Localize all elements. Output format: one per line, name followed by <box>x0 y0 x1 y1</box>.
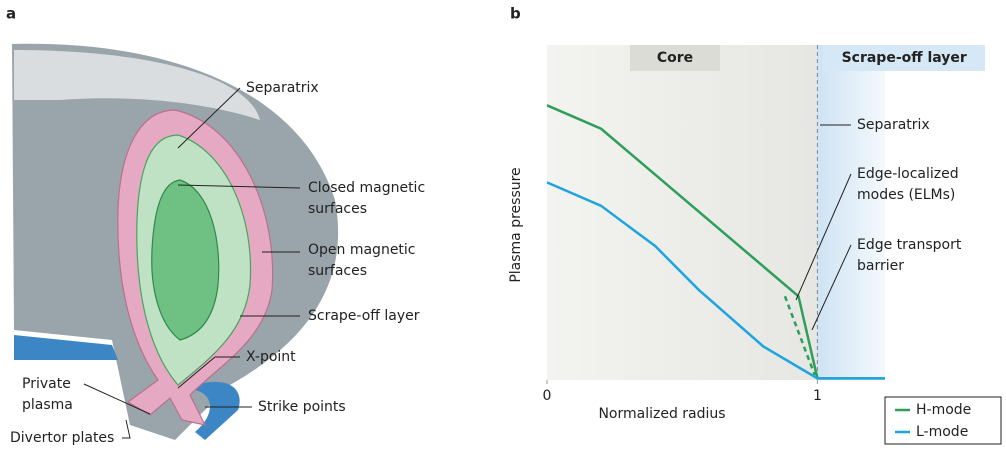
region-label-bg <box>630 45 720 71</box>
annotation: Separatrix <box>857 117 930 133</box>
annotation-leader <box>795 173 852 301</box>
annotation: barrier <box>857 258 904 274</box>
series-line <box>546 181 885 380</box>
core-region <box>547 45 818 380</box>
annotation-leader <box>811 244 852 331</box>
sol-region <box>817 45 885 380</box>
diagram-label: Separatrix <box>246 80 319 96</box>
x-axis-label: Normalized radius <box>598 406 725 422</box>
annotation: Edge-localized <box>857 166 959 182</box>
diagram-label: X-point <box>246 349 296 365</box>
annotation: modes (ELMs) <box>857 187 955 203</box>
x-tick-label: 1 <box>813 388 822 404</box>
y-axis-label: Plasma pressure <box>508 167 524 282</box>
diagram-label: Strike points <box>258 399 346 415</box>
region-label: Scrape-off layer <box>842 50 967 66</box>
diagram-label: Private <box>22 376 71 392</box>
diagram-label: Open magnetic <box>308 242 416 258</box>
diagram-label: Scrape-off layer <box>308 308 420 324</box>
legend-label: L-mode <box>916 424 968 440</box>
diagram-label: Divertor plates <box>10 430 114 446</box>
diagram-label: surfaces <box>308 201 367 217</box>
panel-label: b <box>510 5 521 23</box>
x-tick-label: 0 <box>543 388 552 404</box>
legend-label: H-mode <box>916 402 971 418</box>
tokamak-diagram <box>12 43 339 441</box>
diagram-label: surfaces <box>308 263 367 279</box>
diagram-label: plasma <box>22 397 73 413</box>
annotation: Edge transport <box>857 237 962 253</box>
region-label-bg <box>823 45 985 71</box>
diagram-label: Closed magnetic <box>308 180 425 196</box>
region-label: Core <box>657 50 693 66</box>
panel-label: a <box>6 5 16 23</box>
legend-box <box>884 396 1002 445</box>
